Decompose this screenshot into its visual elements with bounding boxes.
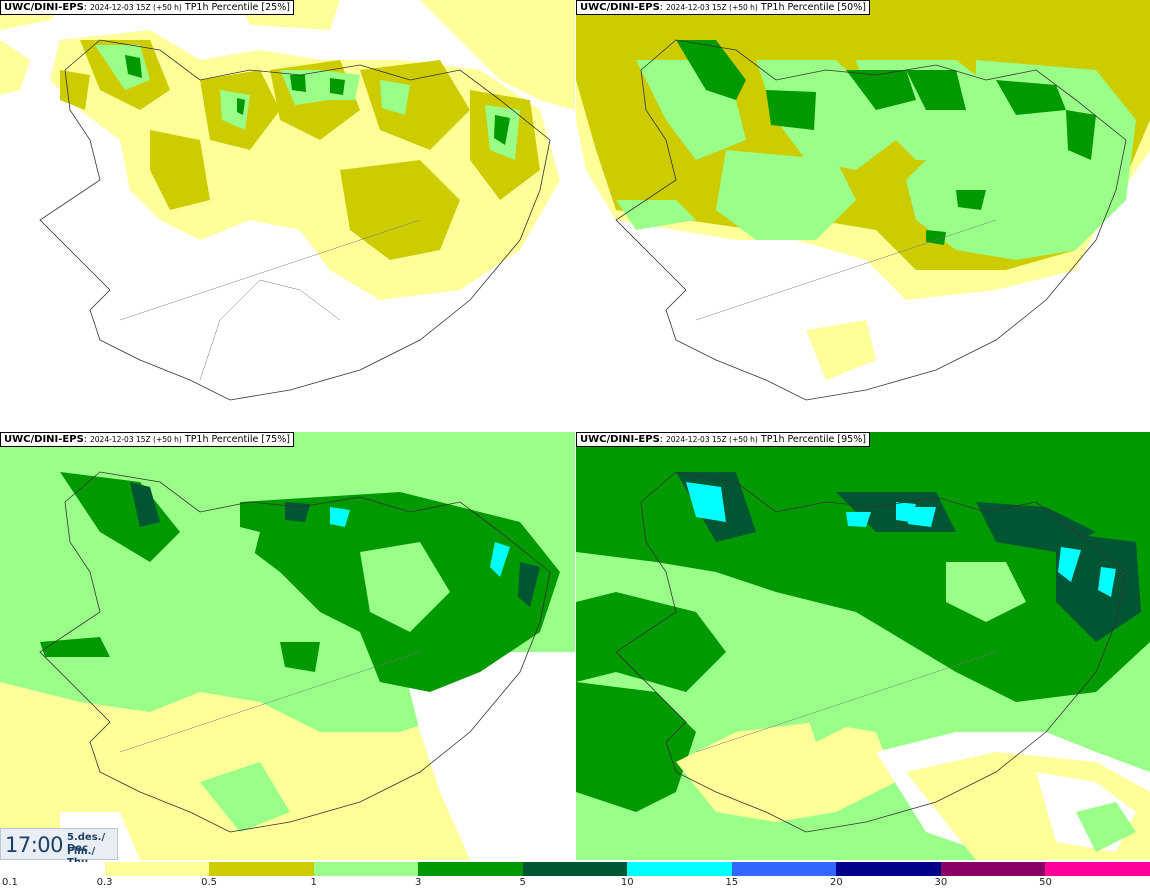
map-panel-p50: UWC/DINI-EPS: 2024-12-03 15Z (+50 h) TP1… — [576, 0, 1150, 430]
legend-tick-label: 0.5 — [201, 877, 218, 888]
header-meta: 2024-12-03 15Z (+50 h) — [90, 3, 182, 12]
precip-map-p75 — [0, 432, 575, 860]
legend-tick-label: 0.3 — [96, 877, 113, 888]
header-meta: 2024-12-03 15Z (+50 h) — [666, 3, 758, 12]
map-panel-p25: UWC/DINI-EPS: 2024-12-03 15Z (+50 h) TP1… — [0, 0, 575, 430]
legend-swatch — [313, 862, 420, 876]
header-prefix: UWC/DINI-EPS — [580, 434, 660, 445]
panel-header: UWC/DINI-EPS: 2024-12-03 15Z (+50 h) TP1… — [576, 0, 870, 15]
precip-map-p25 — [0, 0, 575, 430]
legend-tick-label: 3 — [414, 877, 422, 888]
legend-swatch — [940, 862, 1047, 876]
legend-tick-label: 15 — [725, 877, 739, 888]
panel-header: UWC/DINI-EPS: 2024-12-03 15Z (+50 h) TP1… — [0, 0, 294, 15]
map-panel-p75: UWC/DINI-EPS: 2024-12-03 15Z (+50 h) TP1… — [0, 432, 575, 860]
legend-swatch — [0, 862, 106, 876]
legend-swatch — [731, 862, 838, 876]
legend-tick-label: 1 — [310, 877, 317, 888]
precip-map-p95 — [576, 432, 1150, 860]
header-title: TP1h Percentile [50%] — [760, 2, 866, 13]
header-title: TP1h Percentile [75%] — [184, 434, 290, 445]
panel-header: UWC/DINI-EPS: 2024-12-03 15Z (+50 h) TP1… — [576, 432, 870, 447]
legend-tick-label: 10 — [620, 877, 634, 888]
legend-color-bar — [0, 862, 1150, 876]
valid-date: 5.des./ Dec — [67, 832, 106, 854]
header-prefix: UWC/DINI-EPS — [580, 2, 660, 13]
legend-swatch — [627, 862, 733, 876]
header-meta: 2024-12-03 15Z (+50 h) — [666, 435, 758, 444]
legend-tick-label: 0.1 — [2, 877, 18, 888]
legend-swatch — [836, 862, 942, 876]
valid-time: 17:00 — [5, 833, 64, 857]
legend-tick-label: 50 — [1039, 877, 1052, 888]
legend-swatch — [418, 862, 524, 876]
header-prefix: UWC/DINI-EPS — [4, 434, 84, 445]
panel-divider-horizontal — [0, 430, 1150, 432]
valid-time-box: 17:00 5.des./ Dec Fim./ Thu — [0, 828, 118, 868]
legend-swatch — [104, 862, 211, 876]
header-title: TP1h Percentile [25%] — [184, 2, 290, 13]
header-meta: 2024-12-03 15Z (+50 h) — [90, 435, 182, 444]
panel-header: UWC/DINI-EPS: 2024-12-03 15Z (+50 h) TP1… — [0, 432, 294, 447]
legend-tick-label: 5 — [519, 877, 526, 888]
precip-map-p50 — [576, 0, 1150, 430]
legend-swatch — [1045, 862, 1150, 876]
legend-swatch — [209, 862, 315, 876]
header-prefix: UWC/DINI-EPS — [4, 2, 84, 13]
legend-swatch — [522, 862, 629, 876]
legend-tick-label: 20 — [829, 877, 843, 888]
legend-tick-label: 30 — [934, 877, 948, 888]
color-legend: 0.1 0.3 0.5 1 3 5 10 15 20 30 50 — [0, 862, 1150, 891]
header-title: TP1h Percentile [95%] — [760, 434, 866, 445]
map-panel-p95: UWC/DINI-EPS: 2024-12-03 15Z (+50 h) TP1… — [576, 432, 1150, 860]
